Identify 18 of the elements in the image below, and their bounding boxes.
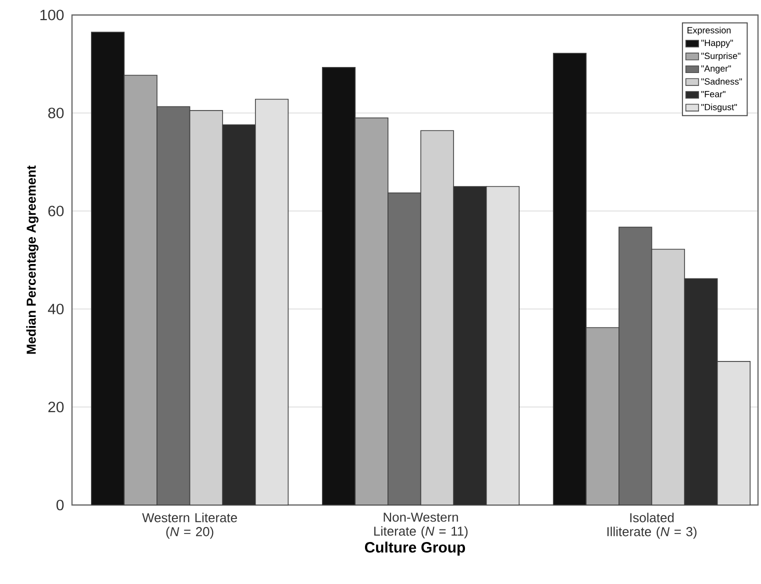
y-tick-label: 100 bbox=[40, 10, 64, 20]
y-tick-label: 0 bbox=[56, 500, 64, 510]
x-axis-title: Culture Group bbox=[364, 542, 466, 556]
y-axis-title: Median Percentage Agreement bbox=[26, 166, 38, 354]
y-tick-label: 20 bbox=[48, 402, 64, 412]
y-tick-label: 80 bbox=[48, 108, 64, 118]
legend-label: "Anger" bbox=[701, 65, 731, 74]
x-tick-label: Isolated Illiterate (N = 3) bbox=[607, 512, 696, 539]
x-tick-label: Non-Western Literate (N = 11) bbox=[374, 512, 468, 538]
legend-label: "Disgust" bbox=[701, 104, 737, 112]
legend-label: "Surprise" bbox=[701, 52, 740, 61]
legend-label: "Fear" bbox=[701, 91, 726, 98]
legend-title: Expression bbox=[688, 26, 731, 36]
y-tick-label: 60 bbox=[48, 206, 64, 216]
legend-label: "Sadness" bbox=[701, 78, 742, 85]
legend-label: "Happy" bbox=[701, 40, 733, 48]
x-tick-label: Western Literate (N = 20) bbox=[142, 512, 237, 539]
y-tick-label: 40 bbox=[48, 304, 64, 314]
